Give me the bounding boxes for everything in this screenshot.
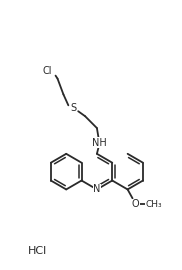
Text: N: N xyxy=(93,184,101,194)
Text: HCl: HCl xyxy=(28,246,47,256)
Text: NH: NH xyxy=(92,138,106,148)
Text: CH₃: CH₃ xyxy=(146,200,163,209)
Text: S: S xyxy=(70,103,76,113)
Text: Cl: Cl xyxy=(43,66,52,76)
Text: O: O xyxy=(132,199,139,209)
